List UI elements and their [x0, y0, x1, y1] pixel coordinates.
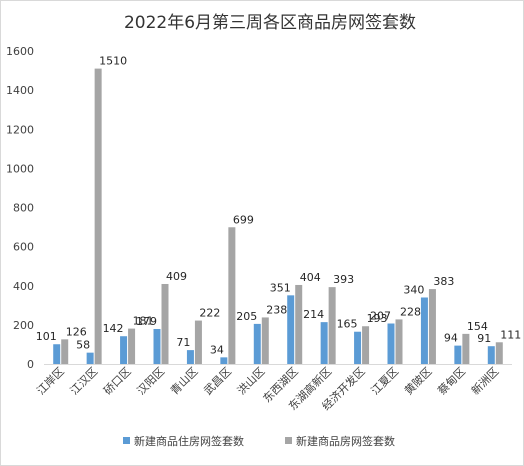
bar-all-7 — [295, 284, 303, 364]
data-label: 699 — [233, 213, 254, 226]
bar-all-5 — [228, 227, 236, 364]
data-label: 340 — [403, 283, 424, 296]
bar-all-12 — [462, 333, 470, 364]
bar-residential-10 — [387, 323, 395, 364]
bar-all-3 — [161, 283, 169, 364]
y-tick-label: 800 — [13, 202, 34, 215]
data-label: 58 — [76, 339, 90, 352]
legend-label: 新建商品房网签套数 — [296, 434, 395, 448]
data-label: 409 — [166, 270, 187, 283]
data-label: 193 — [367, 312, 388, 325]
bar-all-6 — [261, 317, 269, 364]
legend-label: 新建商品住房网签套数 — [134, 434, 244, 448]
data-label: 71 — [176, 336, 190, 349]
y-tick-label: 1000 — [6, 162, 34, 175]
data-label: 126 — [66, 325, 87, 338]
data-label: 142 — [103, 322, 124, 335]
data-label: 101 — [36, 330, 57, 343]
y-tick-label: 400 — [13, 280, 34, 293]
bar-all-4 — [194, 320, 202, 364]
y-tick-label: 1200 — [6, 123, 34, 136]
bar-all-8 — [328, 287, 336, 364]
data-label: 91 — [477, 332, 491, 345]
bar-residential-7 — [287, 295, 295, 364]
bar-all-10 — [395, 319, 403, 364]
bar-all-9 — [362, 326, 370, 364]
bar-all-2 — [128, 328, 136, 364]
y-tick-label: 1600 — [6, 45, 34, 58]
data-label: 207 — [370, 310, 391, 323]
bar-residential-9 — [354, 331, 362, 364]
bar-all-11 — [428, 289, 436, 364]
bar-residential-6 — [253, 323, 261, 364]
bar-residential-3 — [153, 328, 161, 364]
data-label: 222 — [199, 307, 220, 320]
y-tick-label: 0 — [27, 358, 34, 371]
data-label: 205 — [236, 310, 257, 323]
bar-residential-5 — [220, 357, 228, 364]
bar-residential-8 — [320, 322, 328, 364]
bar-residential-13 — [487, 346, 495, 364]
bar-residential-0 — [53, 344, 61, 364]
data-label: 181 — [133, 315, 154, 328]
data-label: 111 — [500, 328, 521, 341]
data-label: 351 — [270, 281, 291, 294]
y-tick-label: 1400 — [6, 84, 34, 97]
bar-residential-1 — [86, 352, 94, 364]
bar-all-0 — [61, 339, 69, 364]
bar-residential-12 — [454, 345, 462, 364]
bar-all-13 — [495, 342, 503, 364]
data-label: 214 — [303, 308, 324, 321]
data-label: 404 — [300, 271, 321, 284]
data-label: 383 — [433, 275, 454, 288]
bar-residential-11 — [420, 297, 428, 364]
data-label: 165 — [337, 318, 358, 331]
data-label: 238 — [266, 303, 287, 316]
data-label: 393 — [333, 273, 354, 286]
data-label: 179 — [136, 315, 157, 328]
data-label: 228 — [400, 305, 421, 318]
bar-all-1 — [94, 68, 102, 364]
y-tick-label: 600 — [13, 241, 34, 254]
data-label: 94 — [444, 332, 458, 345]
y-tick-label: 200 — [13, 319, 34, 332]
bar-residential-2 — [120, 336, 128, 364]
bar-residential-4 — [186, 350, 194, 364]
legend-swatch — [285, 437, 292, 444]
legend-swatch — [123, 437, 130, 444]
data-label: 1510 — [99, 55, 127, 68]
chart-title: 2022年6月第三周各区商品房网签套数 — [124, 13, 416, 33]
data-label: 34 — [210, 343, 224, 356]
data-label: 154 — [467, 320, 488, 333]
